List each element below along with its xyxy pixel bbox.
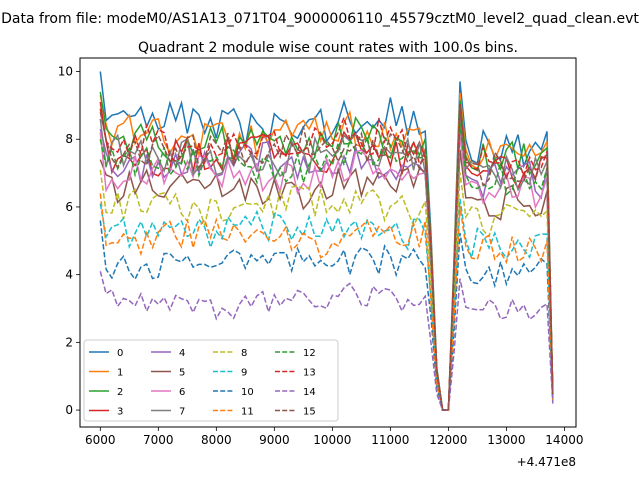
x-tick-label: 11000 [371,433,409,447]
series-layer [99,71,554,411]
y-tick-label: 10 [58,65,73,79]
legend-label-9: 9 [241,368,247,379]
legend-label-2: 2 [117,387,123,398]
plot-frame [79,57,577,428]
x-tick-label: 6000 [85,433,116,447]
x-tick-label: 8000 [201,433,232,447]
legend-label-3: 3 [117,407,123,418]
x-tick-label: 10000 [313,433,351,447]
chart-title: Quadrant 2 module wise count rates with … [138,40,518,56]
series-line-12 [99,123,554,411]
x-axis-offset-label: +4.471e8 [517,455,576,469]
series-line-6 [99,132,554,411]
figure-suptitle: Data from file: modeM0/AS1A13_071T04_900… [1,11,639,27]
legend-label-12: 12 [303,348,316,359]
series-line-13 [99,104,554,411]
legend-box [83,339,339,422]
legend-label-14: 14 [303,387,316,398]
legend-label-11: 11 [241,407,254,418]
legend-label-8: 8 [241,348,247,359]
series-line-15 [99,107,554,411]
legend-label-13: 13 [303,368,316,379]
y-tick-label: 8 [65,132,73,146]
x-tick-label: 13000 [487,433,525,447]
legend-label-7: 7 [179,407,185,418]
series-line-11 [99,193,554,411]
y-tick-label: 2 [65,335,73,349]
series-line-8 [99,169,554,411]
x-tick-label: 7000 [143,433,174,447]
series-line-9 [99,198,554,411]
x-axis: 6000 7000 8000 9000 10000 11000 12000 13000 1400… [85,427,583,447]
y-tick-label: 6 [65,200,73,214]
legend-label-5: 5 [179,368,185,379]
x-tick-label: 9000 [259,433,290,447]
series-line-3 [99,101,554,411]
legend-label-6: 6 [179,387,185,398]
legend-label-10: 10 [241,387,254,398]
legend-label-4: 4 [179,348,185,359]
legend-label-1: 1 [117,368,123,379]
legend-label-15: 15 [303,407,316,418]
y-tick-label: 0 [65,403,73,417]
x-tick-label: 12000 [429,433,467,447]
series-line-14 [99,271,554,411]
legend-label-0: 0 [117,348,123,359]
y-axis: 0 2 4 6 8 10 [58,65,80,417]
series-line-5 [99,149,554,411]
y-tick-label: 4 [65,268,73,282]
series-line-4 [99,123,554,411]
x-tick-label: 14000 [545,433,583,447]
series-line-10 [99,220,554,411]
